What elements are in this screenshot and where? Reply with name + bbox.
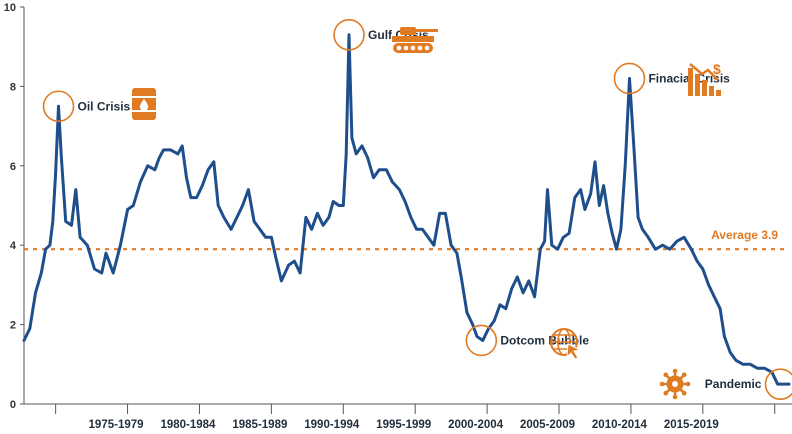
x-axis: 1975-1979 1980-1984 1985-1989 1990-1994 1995… <box>24 403 792 431</box>
icon-bar <box>716 90 721 96</box>
x-tick-label: 1980-1984 <box>160 419 216 431</box>
virus-spike-tip <box>672 394 678 400</box>
x-tick-label: 2005-2009 <box>520 419 575 431</box>
oil-drop <box>140 99 148 111</box>
x-tick-label: 1975-1979 <box>89 419 144 431</box>
virus-spike-tip <box>663 372 669 378</box>
annotation-circle <box>42 90 75 123</box>
tank-wheel <box>396 45 402 51</box>
y-axis: 0 2 4 6 8 10 <box>4 2 25 411</box>
y-tick-label: 10 <box>4 2 16 14</box>
tank-icon <box>392 27 438 53</box>
tank-turret <box>400 27 416 35</box>
virus-spike-tip <box>685 381 691 387</box>
annotation-label: Dotcom Bubble <box>500 333 589 347</box>
oil-barrel-icon <box>132 88 156 120</box>
tank-barrel <box>414 29 438 32</box>
barrel-hoop <box>132 96 156 98</box>
x-tick-label: 2000-2004 <box>448 419 504 431</box>
virus-spike-tip <box>672 368 678 374</box>
annotation-circle <box>465 324 498 357</box>
virus-spike-tip <box>681 372 687 378</box>
virus-spike-tip <box>659 381 665 387</box>
tank-wheel <box>424 45 430 51</box>
y-tick-label: 6 <box>10 161 16 173</box>
tank-wheel <box>403 45 409 51</box>
y-tick-label: 8 <box>10 81 16 93</box>
dollar-sign: $ <box>713 61 721 77</box>
annotation-circle <box>333 18 365 51</box>
virus-icon <box>659 368 691 400</box>
average-line-group: Average 3.9 <box>24 228 788 251</box>
series-group <box>22 33 791 386</box>
virus-spike-tip <box>681 390 687 396</box>
annotation-label: Oil Crisis <box>78 99 131 113</box>
x-tick-label: 2015-2019 <box>664 419 719 431</box>
icon-bar <box>702 80 707 96</box>
virus-center <box>672 381 678 387</box>
average-label: Average 3.9 <box>711 228 778 242</box>
tank-wheel <box>417 45 423 51</box>
annotation-label: Pandemic <box>705 377 762 391</box>
cursor-arrow <box>566 343 582 360</box>
x-tick-label: 1995-1999 <box>376 419 431 431</box>
x-tick-label: 2010-2014 <box>592 419 648 431</box>
series-line <box>22 33 791 386</box>
tank-hull <box>392 36 434 42</box>
x-tick-label: 1990-1994 <box>304 419 360 431</box>
y-tick-label: 4 <box>10 240 17 252</box>
y-tick-label: 0 <box>10 399 16 411</box>
virus-spike-tip <box>663 390 669 396</box>
annotation-circle <box>613 62 646 95</box>
falling-bar-chart-dollar-icon: $ <box>688 61 721 96</box>
trend-arrow <box>689 63 719 81</box>
icon-bar <box>688 68 693 96</box>
icon-bar <box>695 74 700 96</box>
globe-cursor-icon <box>550 328 582 360</box>
y-tick-label: 2 <box>10 320 16 332</box>
tank-wheel <box>410 45 416 51</box>
icon-bar <box>709 86 714 96</box>
x-tick-label: 1985-1989 <box>232 419 287 431</box>
annotation-circle <box>764 368 792 400</box>
